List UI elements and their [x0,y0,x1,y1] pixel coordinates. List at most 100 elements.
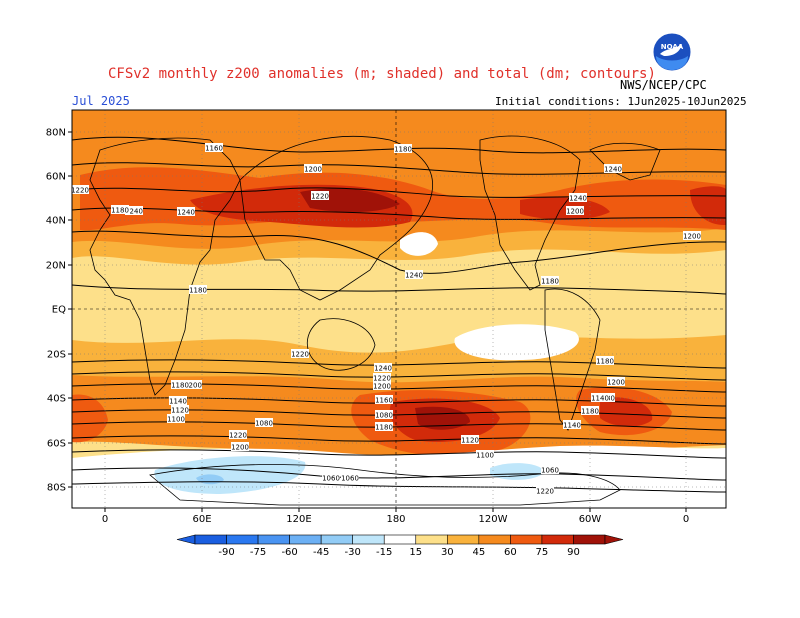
contour-label: 1220 [373,375,391,383]
contour-label-bg [569,193,587,202]
contour-label: 1080 [255,420,273,428]
contour-label: 1240 [374,365,392,373]
contour-label-bg [541,276,559,285]
contour-label-bg [169,396,187,405]
contour-label: 1240 [604,166,622,174]
colorbar-arrow-left [176,534,196,545]
contour-label-bg [229,430,247,439]
colorbar-swatch [194,534,227,545]
lon-label: 60E [192,514,211,525]
colorbar-label: -45 [313,547,329,558]
colorbar-swatch [478,534,511,545]
contour-label: 1140 [169,398,187,406]
contour-label: 1180 [375,424,393,432]
contour-label: 1140 [591,395,609,403]
colorbar-swatch [383,534,417,545]
colorbar-label: -75 [250,547,266,558]
lon-label: 180 [386,514,405,525]
contour-label-bg [373,373,391,382]
lat-label: 60N [46,172,66,183]
contour-label-bg [375,395,393,404]
contour-label: 1080 [375,412,393,420]
contour-label-bg [394,144,412,153]
lat-label: 40S [47,394,66,405]
contour-label: 1120 [171,407,189,415]
svg-text:NOAA: NOAA [661,43,684,51]
chart-title: CFSv2 monthly z200 anomalies (m; shaded)… [108,66,656,82]
colorbar-label: -15 [376,547,392,558]
contour-label: 1120 [461,437,479,445]
anomaly-sh-max [389,397,653,442]
contour-label-bg [461,435,479,444]
colorbar-label: 15 [409,547,422,558]
colorbar-label: 60 [504,547,517,558]
contour-label-bg [231,442,249,451]
colorbar-label: -90 [218,547,234,558]
contour-label-bg [205,143,223,152]
lon-label: 60W [579,514,602,525]
lon-label: 120E [286,514,311,525]
lon-label: 0 [102,514,108,525]
colorbar-label: 90 [567,547,580,558]
longitude-labels: 0 60E 120E 180 120W 60W 0 [102,508,689,525]
forecast-month: Jul 2025 [72,94,130,108]
contour-label: 1060 [322,475,340,483]
contour-label-bg [167,414,185,423]
colorbar-swatch [447,534,480,545]
contour-label-bg [405,270,423,279]
contour-label-bg [591,393,609,402]
contour-label: 1220 [311,193,329,201]
contour-label: 1200 [304,166,322,174]
colorbar-swatch [257,534,290,545]
contour-label-bg [311,191,329,200]
contour-label-bg [683,231,701,240]
contour-label: 1220 [71,187,89,195]
contour-label-group: 1160 1180 1200 1220 1240 1240 1240 1240 1200 1220… [71,143,701,496]
contour-label: 1200 [566,208,584,216]
agency-label: NWS/NCEP/CPC [620,78,707,92]
contour-label-bg [374,363,392,372]
anomaly-sh-core [415,406,470,430]
lat-label: 80S [47,483,66,494]
contour-label: 1240 [177,209,195,217]
contour-label-bg [255,418,273,427]
contour-label: 1200 [184,382,202,390]
contour-label: 1140 [563,422,581,430]
contour-label: 1060 [341,475,359,483]
contour-label: 1220 [536,488,554,496]
contour-label: 1240 [125,208,143,216]
contour-label-bg [341,473,359,482]
contour-label: 1180 [596,358,614,366]
colorbar-label: -60 [281,547,297,558]
contour-lines [72,136,726,493]
contour-label: 1200 [607,379,625,387]
lon-label: 120W [479,514,508,525]
contour-label-bg [111,205,129,214]
contour-label: 1100 [167,416,185,424]
contour-label: 1240 [569,195,587,203]
contour-label: 1220 [291,351,309,359]
lat-label: 20N [46,261,66,272]
contour-label: 1240 [405,272,423,280]
contour-label: 1180 [111,207,129,215]
noaa-logo-icon: NOAA [652,32,692,72]
colorbar-swatch [289,534,322,545]
reference-lines [72,110,726,508]
contour-label-bg [581,406,599,415]
colorbar-label: 30 [441,547,454,558]
contour-label: 1200 [683,233,701,241]
colorbar-swatch [226,534,259,545]
colorbar-swatch [541,534,574,545]
contour-label-bg [604,164,622,173]
contour-label-bg [563,420,581,429]
lat-label: 40N [46,216,66,227]
colorbar-swatch [320,534,353,545]
contour-label: 1160 [375,397,393,405]
contour-label-bg [536,486,554,495]
contour-label-bg [375,410,393,419]
contour-label: 1180 [581,408,599,416]
contour-label-bg [291,349,309,358]
contour-label: 1180 [541,278,559,286]
contour-label-bg [541,465,559,474]
